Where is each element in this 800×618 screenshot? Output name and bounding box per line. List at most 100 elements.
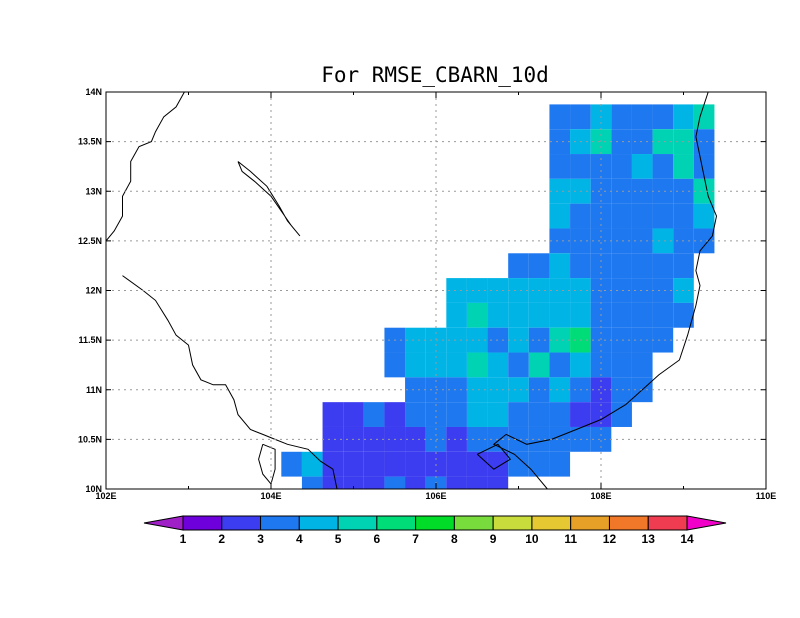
rmse-cell-82 [405,327,426,353]
rmse-cell-98 [446,352,467,378]
rmse-cell-44 [631,228,653,254]
rmse-cell-132 [570,402,591,427]
rmse-cell-131 [549,402,571,427]
rmse-cell-111 [466,377,488,403]
rmse-cell-172 [487,476,509,489]
rmse-cell-97 [425,352,447,378]
rmse-cell-106 [611,352,632,378]
rmse-cell-75 [570,302,591,328]
colorbar-min-triangle [143,515,184,531]
rmse-cell-38 [673,203,694,229]
x-tick-label: 106E [425,491,446,501]
rmse-cell-159 [487,451,509,477]
colorbar-box-10 [531,515,572,531]
rmse-cell-33 [570,203,591,229]
colorbar-box-4 [298,515,339,531]
rmse-cell-155 [405,451,426,477]
rmse-cell-127 [466,402,488,427]
rmse-cell-165 [343,476,364,489]
rmse-cell-95 [384,352,406,378]
y-axis-ticks: 10N 10.5N 11N 11.5N 12N 12.5N 13N 13.5N 14N [78,87,766,494]
rmse-cell-1 [570,104,591,130]
rmse-cell-94 [652,327,674,353]
x-tick-label: 108E [590,491,611,501]
y-tick-label: 12.5N [78,236,102,246]
rmse-cell-121 [343,402,364,427]
rmse-cell-166 [363,476,385,489]
rmse-cell-49 [528,253,550,279]
colorbar-label: 12 [603,532,617,546]
rmse-cell-164 [322,476,344,489]
rmse-cell-115 [549,377,571,403]
rmse-cell-142 [466,426,488,452]
rmse-cell-54 [631,253,653,279]
colorbar-max-triangle [686,515,727,531]
rmse-cell-51 [570,253,591,279]
rmse-cell-57 [446,278,467,303]
rmse-cell-152 [343,451,364,477]
x-tick-label: 110E [756,491,777,501]
rmse-cell-56 [673,253,694,279]
rmse-cell-3 [611,104,632,130]
rmse-cell-171 [466,476,488,489]
rmse-cell-128 [487,402,509,427]
rmse-cell-66 [631,278,653,303]
rmse-cell-161 [528,451,550,477]
rmse-cell-4 [631,104,653,130]
rmse-cell-0 [549,104,571,130]
rmse-cell-11 [611,129,632,155]
colorbar-label: 3 [257,532,264,546]
rmse-cell-39 [693,203,715,229]
rmse-cell-35 [611,203,632,229]
rmse-cell-158 [466,451,488,477]
rmse-cell-26 [590,178,612,204]
rmse-cell-141 [446,426,467,452]
rmse-cell-135 [322,426,344,452]
coastline-ben-tre-islands [476,443,512,470]
coastline-vietnam-east-coast [492,91,718,490]
rmse-cell-126 [446,402,467,427]
colorbar [143,515,727,531]
rmse-cell-67 [652,278,674,303]
rmse-cell-101 [508,352,529,378]
rmse-cell-45 [652,228,674,254]
colorbar-label: 9 [490,532,497,546]
rmse-cell-85 [466,327,488,353]
colorbar-labels: 1 2 3 4 5 6 7 8 9 10 11 12 13 14 [180,532,694,546]
rmse-cell-7 [693,104,715,130]
rmse-cell-16 [549,154,571,179]
rmse-cell-60 [508,278,529,303]
colorbar-label: 13 [642,532,656,546]
colorbar-box-2 [221,515,262,531]
rmse-cell-122 [363,402,385,427]
rmse-cell-123 [384,402,406,427]
rmse-cell-37 [652,203,674,229]
rmse-cell-100 [487,352,509,378]
rmse-cell-102 [528,352,550,378]
rmse-cell-77 [611,302,632,328]
rmse-cell-129 [508,402,529,427]
rmse-cell-153 [363,451,385,477]
rmse-cell-74 [549,302,571,328]
rmse-cell-17 [570,154,591,179]
coastline-cambodia-south-coast [122,275,338,490]
rmse-cell-154 [384,451,406,477]
rmse-cell-69 [446,302,467,328]
coastline-phu-quoc-island [258,443,276,486]
rmse-cell-87 [508,327,529,353]
y-tick-label: 11.5N [78,335,102,345]
rmse-cell-12 [631,129,653,155]
rmse-cell-48 [508,253,529,279]
rmse-cell-19 [611,154,632,179]
rmse-cell-52 [590,253,612,279]
y-tick-label: 12N [85,286,102,296]
rmse-cell-104 [570,352,591,378]
rmse-cell-139 [405,426,426,452]
rmse-cell-70 [466,302,488,328]
rmse-cell-146 [549,426,571,452]
rmse-cell-151 [322,451,344,477]
rmse-cell-8 [549,129,571,155]
rmse-cell-160 [508,451,529,477]
rmse-cell-163 [301,476,323,489]
y-tick-label: 11N [86,385,102,395]
